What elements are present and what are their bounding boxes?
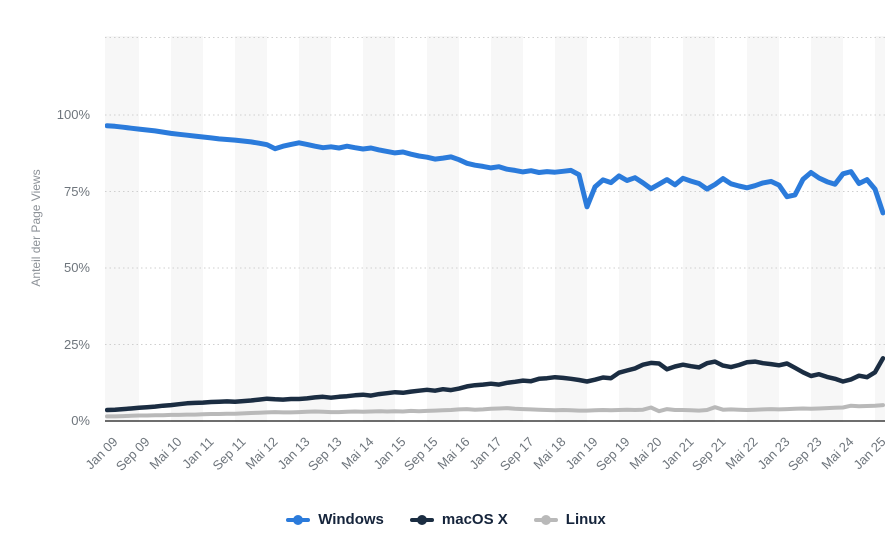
y-tick-label: 75% (63, 183, 90, 199)
chart-legend: Windows macOS X Linux (0, 511, 892, 528)
plot-area (105, 36, 885, 422)
legend-item-windows[interactable]: Windows (286, 511, 384, 528)
chart-canvas (105, 37, 885, 422)
series-line-linux (105, 403, 885, 419)
legend-marker-icon (533, 514, 558, 525)
legend-item-linux[interactable]: Linux (533, 511, 606, 528)
series-line-windows (105, 123, 885, 216)
legend-label: macOS X (441, 511, 508, 528)
y-axis-title: Anteil der Page Views (29, 169, 43, 287)
legend-marker-icon (409, 514, 434, 525)
y-tick-label: 50% (63, 260, 90, 275)
legend-label: Windows (318, 511, 384, 528)
legend-item-macos-x[interactable]: macOS X (409, 511, 508, 528)
y-tick-label: 100% (56, 107, 90, 122)
series-line-macos-x (105, 356, 885, 413)
y-tick-label: 0% (71, 413, 90, 428)
legend-label: Linux (565, 511, 606, 528)
legend-marker-icon (286, 514, 311, 525)
y-tick-label: 25% (63, 336, 90, 352)
